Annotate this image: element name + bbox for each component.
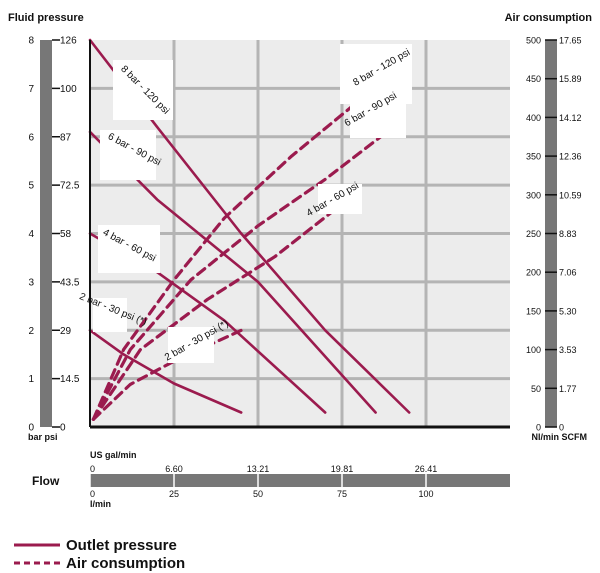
curve-label-box	[350, 98, 406, 138]
flow-lmin-label: 0	[90, 489, 95, 499]
right-axis-nl-label: 100	[526, 345, 541, 355]
flow-gal-label: 13.21	[247, 464, 270, 474]
right-axis-scfm-label: 0	[559, 423, 564, 433]
left-axis-bar-label: 2	[28, 326, 34, 337]
legend-air-label: Air consumption	[66, 555, 185, 572]
left-axis-psi-label: 43.5	[60, 277, 80, 288]
curve-label-box	[340, 44, 412, 104]
x-axis-title: Flow	[32, 474, 60, 488]
flow-gal-label: 0	[90, 464, 95, 474]
left-axis-bar-label: 6	[28, 132, 34, 143]
right-axis-units: Nl/min SCFM	[532, 432, 588, 442]
left-axis-psi-label: 29	[60, 326, 72, 337]
right-axis-scfm-label: 7.06	[559, 268, 577, 278]
right-axis-nl-label: 500	[526, 36, 541, 46]
left-axis-bar-label: 7	[28, 84, 34, 95]
outlet-pressure-curve	[88, 329, 243, 414]
right-axis-scfm-label: 14.12	[559, 113, 582, 123]
right-axis-nl-label: 350	[526, 152, 541, 162]
left-axis-bar-label: 5	[28, 181, 34, 192]
right-axis-scfm-label: 5.30	[559, 306, 577, 316]
left-axis-units: bar psi	[28, 432, 58, 442]
air-consumption-curve	[91, 189, 361, 421]
x-axis-bottom-unit: l/min	[90, 499, 111, 509]
right-axis-scfm-label: 3.53	[559, 345, 577, 355]
left-axis-bar	[40, 40, 52, 427]
right-axis-nl-label: 450	[526, 74, 541, 84]
flow-axis-bar	[90, 474, 510, 487]
right-axis-nl-label: 150	[526, 306, 541, 316]
flow-lmin-label: 75	[337, 489, 347, 499]
right-axis-scfm-label: 1.77	[559, 384, 577, 394]
air-consumption-curve	[91, 131, 388, 421]
right-axis-nl-label: 300	[526, 190, 541, 200]
right-axis-nl-label: 400	[526, 113, 541, 123]
left-axis-psi-label: 87	[60, 132, 72, 143]
right-axis-nl-label: 0	[536, 423, 541, 433]
right-axis-title: Air consumption	[505, 12, 593, 24]
air-consumption-curve	[91, 57, 411, 421]
curve-label-box	[168, 327, 214, 363]
right-axis-scfm-label: 17.65	[559, 36, 582, 46]
left-axis-psi-label: 72.5	[60, 181, 80, 192]
flow-lmin-label: 50	[253, 489, 263, 499]
flow-gal-label: 26.41	[415, 464, 438, 474]
left-axis-psi-label: 100	[60, 84, 77, 95]
flow-lmin-label: 100	[418, 489, 433, 499]
left-axis-bar-label: 8	[28, 36, 34, 47]
left-axis-bar-label: 1	[28, 374, 34, 385]
right-axis-nl-label: 200	[526, 268, 541, 278]
left-axis-bar-label: 3	[28, 277, 34, 288]
curve-label-box	[113, 60, 173, 120]
right-axis-nl-label: 250	[526, 229, 541, 239]
left-axis-psi-label: 0	[60, 423, 66, 434]
left-axis-psi-label: 58	[60, 229, 72, 240]
curve-label-box	[318, 184, 362, 214]
right-axis-nl-label: 50	[531, 384, 541, 394]
flow-gal-label: 19.81	[331, 464, 354, 474]
right-axis-scfm-label: 12.36	[559, 152, 582, 162]
curve-label-box	[98, 225, 160, 273]
curve-label-box	[100, 130, 156, 180]
left-axis-title: Fluid pressure	[8, 12, 84, 24]
left-axis-bar-label: 4	[28, 229, 34, 240]
left-axis-psi-label: 14.5	[60, 374, 80, 385]
legend-outlet-label: Outlet pressure	[66, 537, 177, 554]
flow-gal-label: 6.60	[165, 464, 183, 474]
left-axis-psi-label: 126	[60, 36, 77, 47]
curve-label-box	[93, 298, 127, 332]
right-axis-scfm-label: 15.89	[559, 74, 582, 84]
x-axis-top-unit: US gal/min	[90, 450, 137, 460]
left-axis-bar-label: 0	[28, 423, 34, 434]
right-axis-scfm-label: 8.83	[559, 229, 577, 239]
right-axis-scfm-label: 10.59	[559, 190, 582, 200]
flow-lmin-label: 25	[169, 489, 179, 499]
